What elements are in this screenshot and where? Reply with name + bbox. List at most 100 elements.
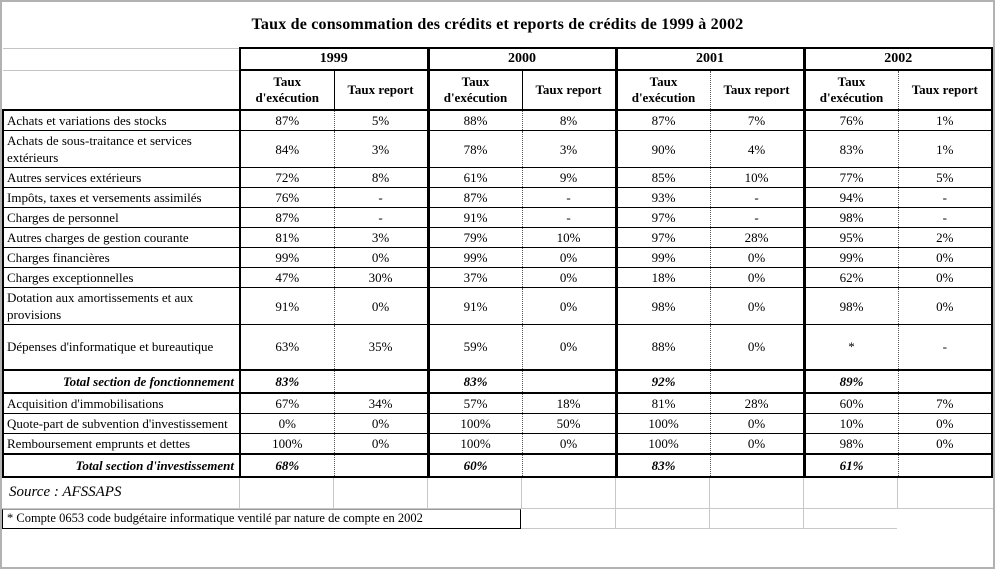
execution-value-cell: 100% <box>426 433 522 454</box>
row-label: Quote-part de subvention d'investissemen… <box>2 413 240 434</box>
row-label: Remboursement emprunts et dettes <box>2 433 240 454</box>
execution-value-cell: 97% <box>614 227 710 248</box>
row-label: Impôts, taxes et versements assimilés <box>2 187 240 208</box>
subheader-row: Taux d'exécution Taux report Taux d'exéc… <box>3 69 993 111</box>
row-label: Charges de personnel <box>2 207 240 228</box>
grid-cell <box>521 477 615 509</box>
execution-value-cell: 88% <box>426 110 522 131</box>
execution-value-cell: 81% <box>239 227 334 248</box>
subheader-report-1999: Taux report <box>333 70 428 111</box>
execution-value-cell: 68% <box>239 452 334 478</box>
grid-cell <box>615 477 709 509</box>
execution-value-cell: 93% <box>614 187 710 208</box>
footnote-text: * Compte 0653 code budgétaire informatiq… <box>2 508 521 529</box>
grid-cell <box>333 477 427 509</box>
table-row: Charges financières 99% 0% 99% 0% 99% 0% 99% 0% <box>2 247 993 268</box>
execution-value-cell: 57% <box>426 392 522 414</box>
report-value-cell: 0% <box>333 247 428 268</box>
year-header-1999: 1999 <box>239 47 428 71</box>
execution-value-cell: 59% <box>426 324 522 370</box>
execution-value-cell: 87% <box>426 187 522 208</box>
footnote-row: * Compte 0653 code budgétaire informatiq… <box>2 508 993 529</box>
table-row: Autres charges de gestion courante 81% 3% 7… <box>2 227 993 248</box>
report-value-cell: 0% <box>709 413 804 434</box>
report-value-cell: 1% <box>897 110 993 131</box>
report-value-cell: - <box>333 187 428 208</box>
report-value-cell: 0% <box>709 324 804 370</box>
execution-value-cell: 90% <box>614 130 710 168</box>
row-label: Autres services extérieurs <box>2 167 240 188</box>
execution-value-cell: 94% <box>802 187 898 208</box>
row-label: Total section de fonctionnement <box>2 368 240 394</box>
table-row: Impôts, taxes et versements assimilés 76%… <box>2 187 993 208</box>
report-value-cell: - <box>709 207 804 228</box>
execution-value-cell: 76% <box>802 110 898 131</box>
report-value-cell: 28% <box>709 392 804 414</box>
execution-value-cell: 98% <box>802 433 898 454</box>
row-label: Acquisition d'immobilisations <box>2 392 240 414</box>
report-value-cell <box>521 452 616 478</box>
total-row: Total section de fonctionnement 83% 83% 92%… <box>2 368 993 394</box>
report-value-cell: 4% <box>709 130 804 168</box>
report-value-cell: - <box>709 187 804 208</box>
report-value-cell: 0% <box>521 267 616 288</box>
grid-cell <box>709 508 803 529</box>
execution-value-cell: 61% <box>426 167 522 188</box>
report-value-cell <box>897 368 993 394</box>
execution-value-cell: 81% <box>614 392 710 414</box>
page-title: Taux de consommation des crédits et repo… <box>251 15 744 33</box>
report-value-cell: 0% <box>333 433 428 454</box>
report-value-cell: - <box>897 324 993 370</box>
execution-value-cell: 99% <box>614 247 710 268</box>
execution-value-cell: 88% <box>614 324 710 370</box>
report-value-cell: 0% <box>709 287 804 325</box>
report-value-cell: 1% <box>897 130 993 168</box>
report-value-cell <box>333 452 428 478</box>
report-value-cell: 0% <box>333 413 428 434</box>
report-value-cell: 9% <box>521 167 616 188</box>
source-cell: Source : AFSSAPS <box>2 478 239 509</box>
execution-value-cell: 83% <box>239 368 334 394</box>
report-value-cell: - <box>521 207 616 228</box>
execution-value-cell: 95% <box>802 227 898 248</box>
execution-value-cell: 77% <box>802 167 898 188</box>
year-header-2000: 2000 <box>426 47 616 71</box>
report-value-cell <box>897 452 993 478</box>
execution-value-cell: 85% <box>614 167 710 188</box>
table-row: Charges de personnel 87% -91% -97% -98% - <box>2 207 993 228</box>
execution-value-cell: 98% <box>614 287 710 325</box>
table-row: Acquisition d'immobilisations 67% 34% 57% 18… <box>2 392 993 414</box>
execution-value-cell: 91% <box>239 287 334 325</box>
execution-value-cell: 61% <box>802 452 898 478</box>
execution-value-cell: 100% <box>614 413 710 434</box>
report-value-cell: 8% <box>333 167 428 188</box>
table-row: Remboursement emprunts et dettes 100% 0% 10… <box>2 433 993 454</box>
execution-value-cell: 100% <box>426 413 522 434</box>
report-value-cell: 10% <box>709 167 804 188</box>
execution-value-cell: 67% <box>239 392 334 414</box>
execution-value-cell: 91% <box>426 207 522 228</box>
report-value-cell <box>333 368 428 394</box>
report-value-cell: - <box>333 207 428 228</box>
row-label: Achats et variations des stocks <box>2 110 240 131</box>
report-value-cell: 0% <box>333 287 428 325</box>
report-value-cell: 3% <box>521 130 616 168</box>
report-value-cell: 0% <box>709 267 804 288</box>
report-value-cell: - <box>897 187 993 208</box>
corner-cell <box>3 47 240 70</box>
report-value-cell: 18% <box>521 392 616 414</box>
report-value-cell: - <box>521 187 616 208</box>
report-value-cell: 5% <box>333 110 428 131</box>
report-value-cell: 5% <box>897 167 993 188</box>
year-header-2001: 2001 <box>614 47 804 71</box>
report-value-cell: 10% <box>521 227 616 248</box>
subheader-execution-1999: Taux d'exécution <box>239 70 334 111</box>
report-value-cell: 0% <box>521 433 616 454</box>
report-value-cell: 35% <box>333 324 428 370</box>
report-value-cell: 50% <box>521 413 616 434</box>
credits-table: 1999 2000 2001 2002 Taux d'exécution Tau… <box>2 47 993 478</box>
row-label: Charges exceptionnelles <box>2 267 240 288</box>
report-value-cell: 0% <box>521 247 616 268</box>
execution-value-cell: 62% <box>802 267 898 288</box>
